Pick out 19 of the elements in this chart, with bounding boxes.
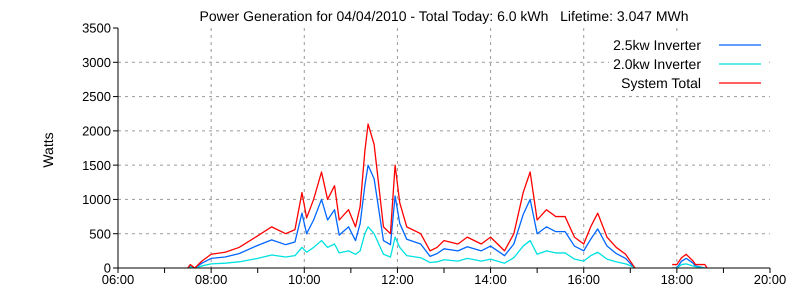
x-tick-label: 14:00 [474, 272, 507, 288]
y-tick-label: 3500 [82, 20, 111, 36]
legend-label: System Total [621, 74, 701, 90]
y-tick-label: 500 [89, 226, 111, 242]
legend-label: 2.5kw Inverter [613, 36, 701, 52]
y-tick-label: 3000 [82, 54, 111, 70]
y-tick-label: 1500 [82, 158, 111, 173]
y-tick-label: 2500 [82, 89, 111, 104]
x-tick-label: 08:00 [194, 272, 228, 288]
legend-label: 2.0kw Inverter [613, 56, 701, 72]
x-tick-label: 12:00 [381, 272, 414, 288]
x-tick-label: 18:00 [660, 272, 694, 288]
y-tick-label: 2000 [82, 123, 111, 138]
y-axis-title: Watts [40, 132, 56, 168]
x-tick-label: 10:00 [288, 272, 321, 288]
chart-title: Power Generation for 04/04/2010 - Total Today: 6.0 kWh Lifetime: 3.047 MWh [198, 8, 690, 24]
x-tick-label: 20:00 [754, 272, 786, 288]
x-tick-label: 16:00 [567, 272, 600, 288]
y-tick-label: 1000 [82, 192, 111, 208]
